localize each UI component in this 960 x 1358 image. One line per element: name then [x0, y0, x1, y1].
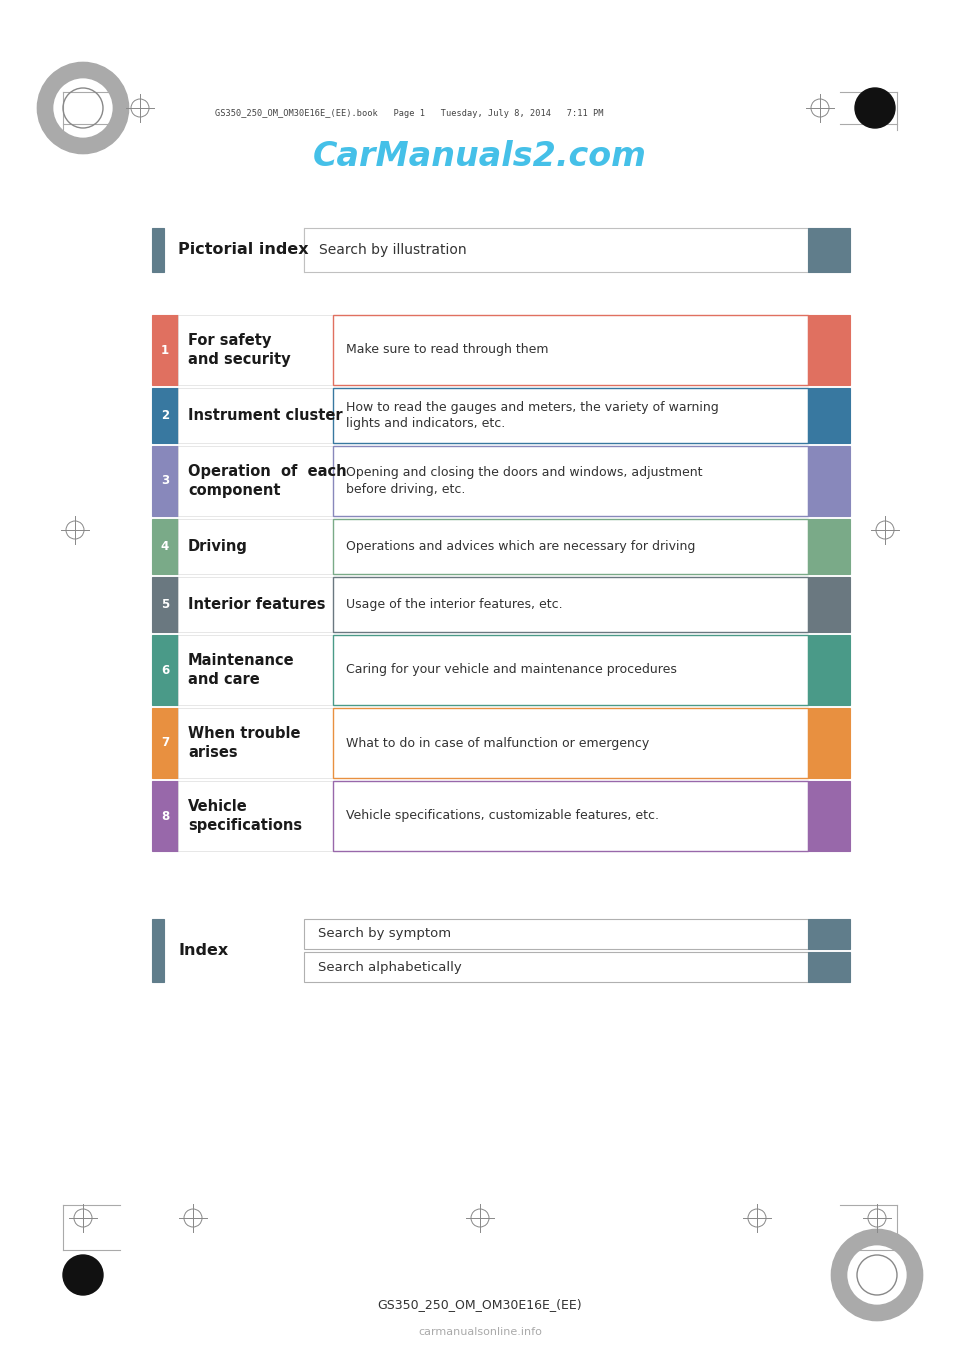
Text: Vehicle
specifications: Vehicle specifications: [188, 799, 302, 832]
Bar: [808, 228, 850, 272]
Bar: [178, 636, 333, 705]
Bar: [333, 315, 808, 386]
Text: CarManuals2.com: CarManuals2.com: [313, 140, 647, 172]
Bar: [808, 952, 850, 982]
Circle shape: [855, 88, 895, 128]
Bar: [178, 577, 333, 631]
Text: What to do in case of malfunction or emergency: What to do in case of malfunction or eme…: [346, 736, 649, 750]
Text: 2: 2: [161, 409, 169, 422]
Bar: [152, 228, 164, 272]
Bar: [333, 519, 808, 574]
Bar: [152, 919, 164, 982]
Bar: [178, 519, 333, 574]
Bar: [808, 519, 850, 574]
Text: Driving: Driving: [188, 539, 248, 554]
Text: Make sure to read through them: Make sure to read through them: [346, 344, 548, 357]
Bar: [333, 781, 808, 851]
Text: For safety
and security: For safety and security: [188, 333, 291, 367]
Bar: [808, 919, 850, 949]
Text: Vehicle specifications, customizable features, etc.: Vehicle specifications, customizable fea…: [346, 809, 659, 823]
Bar: [152, 577, 178, 631]
Bar: [178, 708, 333, 778]
Bar: [333, 708, 808, 778]
Text: Operation  of  each
component: Operation of each component: [188, 464, 347, 498]
Text: Search by illustration: Search by illustration: [319, 243, 467, 257]
Text: How to read the gauges and meters, the variety of warning
lights and indicators,: How to read the gauges and meters, the v…: [346, 401, 719, 430]
Circle shape: [63, 1255, 103, 1296]
Text: Search by symptom: Search by symptom: [318, 928, 451, 941]
Bar: [178, 315, 333, 386]
Bar: [178, 388, 333, 443]
Text: When trouble
arises: When trouble arises: [188, 727, 300, 760]
Bar: [152, 315, 178, 386]
Text: Interior features: Interior features: [188, 598, 325, 612]
Text: Pictorial index: Pictorial index: [178, 243, 308, 258]
Bar: [178, 445, 333, 516]
Bar: [152, 388, 178, 443]
Bar: [178, 781, 333, 851]
Bar: [333, 636, 808, 705]
Text: Caring for your vehicle and maintenance procedures: Caring for your vehicle and maintenance …: [346, 664, 677, 676]
Bar: [808, 708, 850, 778]
Text: 1: 1: [161, 344, 169, 357]
Text: 3: 3: [161, 474, 169, 488]
Text: carmanualsonline.info: carmanualsonline.info: [418, 1327, 542, 1338]
Text: 5: 5: [161, 598, 169, 611]
Text: 6: 6: [161, 664, 169, 676]
Text: Maintenance
and care: Maintenance and care: [188, 653, 295, 687]
Bar: [304, 228, 808, 272]
Text: Index: Index: [178, 942, 228, 957]
Bar: [808, 636, 850, 705]
Bar: [152, 445, 178, 516]
Text: 8: 8: [161, 809, 169, 823]
Text: Search alphabetically: Search alphabetically: [318, 960, 462, 974]
Bar: [304, 952, 808, 982]
Bar: [808, 577, 850, 631]
Bar: [304, 919, 808, 949]
Text: Opening and closing the doors and windows, adjustment
before driving, etc.: Opening and closing the doors and window…: [346, 466, 703, 496]
Bar: [808, 445, 850, 516]
Bar: [333, 445, 808, 516]
Text: Usage of the interior features, etc.: Usage of the interior features, etc.: [346, 598, 563, 611]
Bar: [152, 519, 178, 574]
Bar: [152, 636, 178, 705]
Text: Operations and advices which are necessary for driving: Operations and advices which are necessa…: [346, 540, 695, 553]
Text: Instrument cluster: Instrument cluster: [188, 407, 343, 422]
Text: GS350_250_OM_OM30E16E_(EE): GS350_250_OM_OM30E16E_(EE): [377, 1298, 583, 1312]
Bar: [333, 388, 808, 443]
Bar: [333, 577, 808, 631]
Bar: [152, 708, 178, 778]
Text: 4: 4: [161, 540, 169, 553]
Text: GS350_250_OM_OM30E16E_(EE).book   Page 1   Tuesday, July 8, 2014   7:11 PM: GS350_250_OM_OM30E16E_(EE).book Page 1 T…: [215, 109, 604, 118]
Bar: [808, 781, 850, 851]
Bar: [808, 388, 850, 443]
Text: 7: 7: [161, 736, 169, 750]
Bar: [152, 781, 178, 851]
Bar: [808, 315, 850, 386]
